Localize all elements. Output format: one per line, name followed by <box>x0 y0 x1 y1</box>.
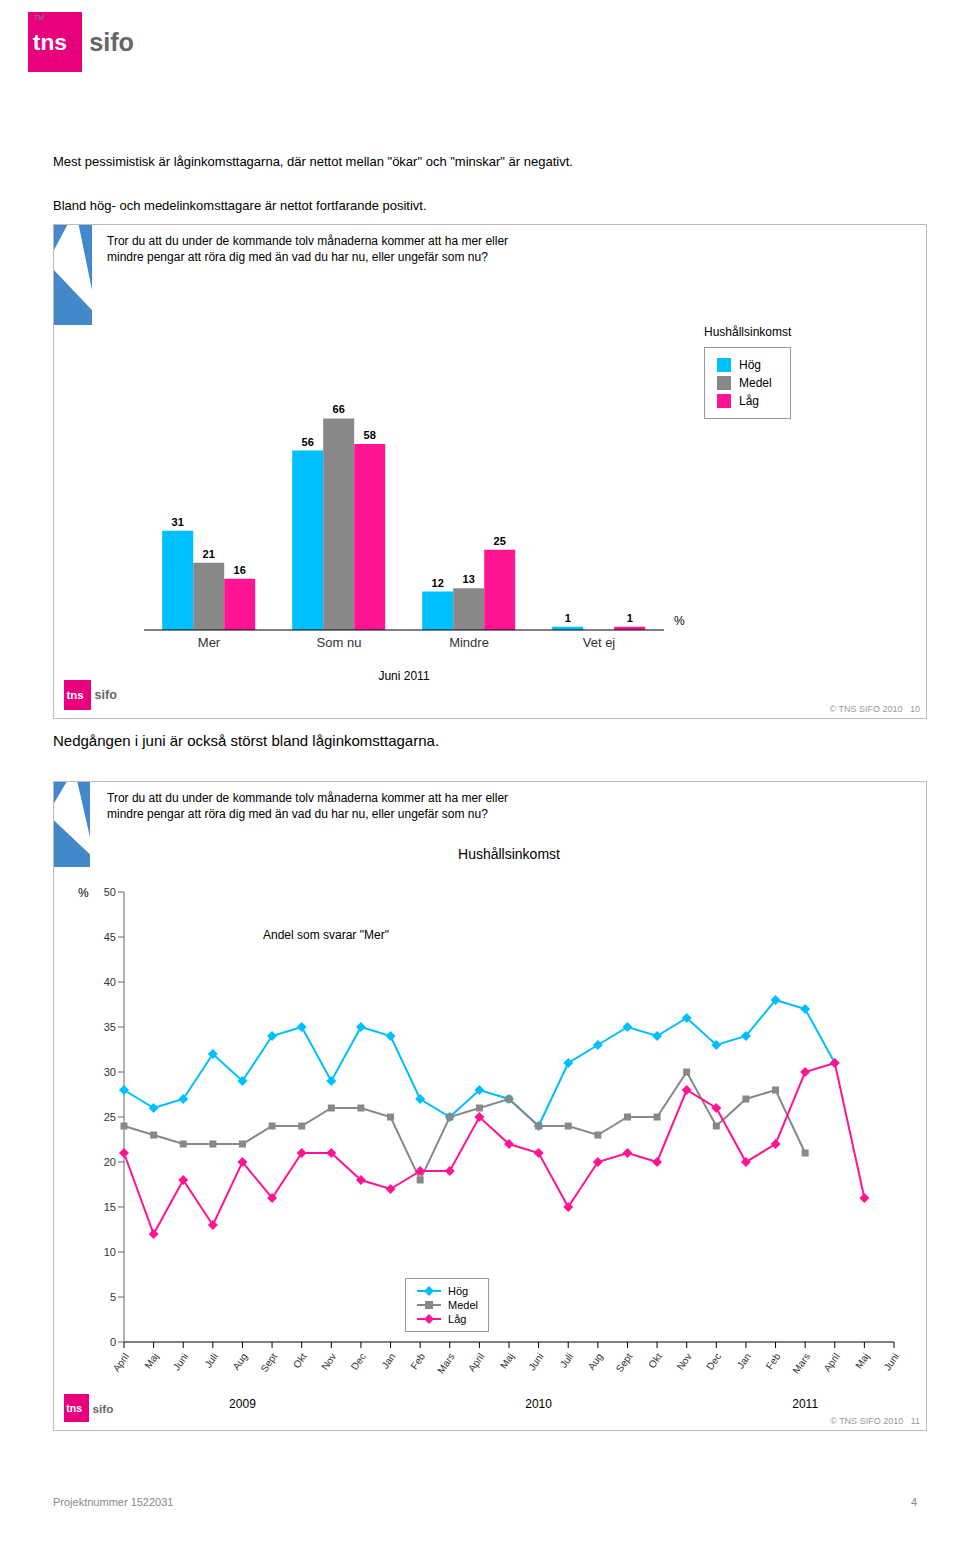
svg-text:Nov: Nov <box>319 1351 338 1372</box>
svg-text:2009: 2009 <box>229 1397 256 1411</box>
svg-text:Juni: Juni <box>171 1351 191 1372</box>
html-text:sifo: sifo <box>94 688 117 702</box>
html-text:tns: tns <box>32 28 67 55</box>
svg-text:Dec: Dec <box>349 1351 368 1372</box>
html-text:Tror du att du under de komman: Tror du att du under de kommande tolv må… <box>107 791 509 822</box>
svg-text:12: 12 <box>432 577 444 589</box>
svg-text:Mer: Mer <box>198 635 221 650</box>
svg-text:Dec: Dec <box>704 1351 723 1372</box>
svg-text:Juni: Juni <box>526 1351 546 1372</box>
svg-text:Feb: Feb <box>408 1351 427 1372</box>
svg-text:45: 45 <box>104 931 116 943</box>
svg-text:1: 1 <box>627 612 633 624</box>
svg-text:Okt: Okt <box>291 1351 309 1370</box>
svg-text:25: 25 <box>494 535 506 547</box>
html-text:sifo: sifo <box>89 27 134 56</box>
svg-text:Maj: Maj <box>853 1351 871 1371</box>
html-text:tns: tns <box>66 689 84 701</box>
svg-text:Aug: Aug <box>230 1351 249 1372</box>
svg-text:Vet ej: Vet ej <box>583 635 616 650</box>
svg-text:30: 30 <box>104 1066 116 1078</box>
svg-text:25: 25 <box>104 1111 116 1123</box>
svg-text:Juli: Juli <box>202 1351 220 1370</box>
svg-text:2010: 2010 <box>525 1397 552 1411</box>
svg-text:Jan: Jan <box>379 1351 397 1371</box>
svg-text:0: 0 <box>110 1336 116 1348</box>
svg-text:31: 31 <box>172 516 184 528</box>
html-text:TM: TM <box>34 14 45 21</box>
svg-text:Nov: Nov <box>675 1351 694 1372</box>
svg-text:56: 56 <box>302 436 314 448</box>
html-text:Projektnummer 1522031: Projektnummer 1522031 <box>53 1496 174 1508</box>
html-text:Medel: Medel <box>739 376 772 390</box>
svg-text:Mindre: Mindre <box>449 635 489 650</box>
html-text:Medel: Medel <box>448 1299 478 1311</box>
svg-text:35: 35 <box>104 1021 116 1033</box>
html-text:Bland hög- och medelinkomsttag: Bland hög- och medelinkomsttagare är net… <box>53 198 427 213</box>
svg-text:Sept: Sept <box>614 1351 635 1374</box>
svg-text:Mars: Mars <box>790 1351 812 1376</box>
svg-text:15: 15 <box>104 1201 116 1213</box>
html-text:sifo: sifo <box>92 1401 114 1415</box>
html-text:© TNS SIFO 2010 11: © TNS SIFO 2010 11 <box>830 1416 920 1426</box>
svg-text:20: 20 <box>104 1156 116 1168</box>
html-text:Låg: Låg <box>448 1313 467 1325</box>
svg-text:50: 50 <box>104 886 116 898</box>
svg-text:Juni 2011: Juni 2011 <box>378 669 429 683</box>
svg-text:Feb: Feb <box>764 1351 783 1372</box>
svg-text:Okt: Okt <box>646 1351 664 1370</box>
html-text:4: 4 <box>910 1496 917 1508</box>
html-text:Hög: Hög <box>739 358 761 372</box>
svg-text:April: April <box>821 1351 841 1374</box>
html-text:Nedgången i juni är också stör: Nedgången i juni är också störst bland l… <box>53 732 440 749</box>
html-text:© TNS SIFO 2010 10: © TNS SIFO 2010 10 <box>829 704 920 714</box>
svg-text:Juli: Juli <box>558 1351 576 1370</box>
svg-text:40: 40 <box>104 976 116 988</box>
svg-text:Maj: Maj <box>498 1351 516 1371</box>
svg-text:April: April <box>111 1351 131 1374</box>
html-text:Hushållsinkomst: Hushållsinkomst <box>458 846 560 862</box>
svg-text:Som nu: Som nu <box>317 635 362 650</box>
svg-text:Juni: Juni <box>882 1351 902 1372</box>
html-text:tns: tns <box>66 1402 83 1414</box>
svg-text:Aug: Aug <box>586 1351 605 1372</box>
html-text:Låg: Låg <box>739 394 759 408</box>
svg-text:Maj: Maj <box>142 1351 160 1371</box>
svg-text:Sept: Sept <box>258 1351 279 1374</box>
svg-text:10: 10 <box>104 1246 116 1258</box>
svg-text:16: 16 <box>234 564 246 576</box>
html-text:Tror du att du under de komman: Tror du att du under de kommande tolv må… <box>107 234 509 265</box>
html-text:Hög: Hög <box>448 1285 469 1297</box>
html-text:Mest pessimistisk är låginkoms: Mest pessimistisk är låginkomsttagarna, … <box>53 154 573 169</box>
html-text:Hushållsinkomst: Hushållsinkomst <box>704 325 792 339</box>
svg-text:66: 66 <box>333 403 345 415</box>
svg-text:Jan: Jan <box>735 1351 753 1371</box>
svg-text:13: 13 <box>463 573 475 585</box>
svg-text:21: 21 <box>203 548 215 560</box>
svg-text:2011: 2011 <box>792 1397 818 1411</box>
svg-text:Mars: Mars <box>435 1351 457 1376</box>
html-text:Andel som svarar "Mer": Andel som svarar "Mer" <box>263 928 389 942</box>
svg-text:58: 58 <box>364 429 376 441</box>
svg-text:1: 1 <box>565 612 571 624</box>
svg-text:5: 5 <box>110 1291 116 1303</box>
svg-text:April: April <box>466 1351 486 1374</box>
